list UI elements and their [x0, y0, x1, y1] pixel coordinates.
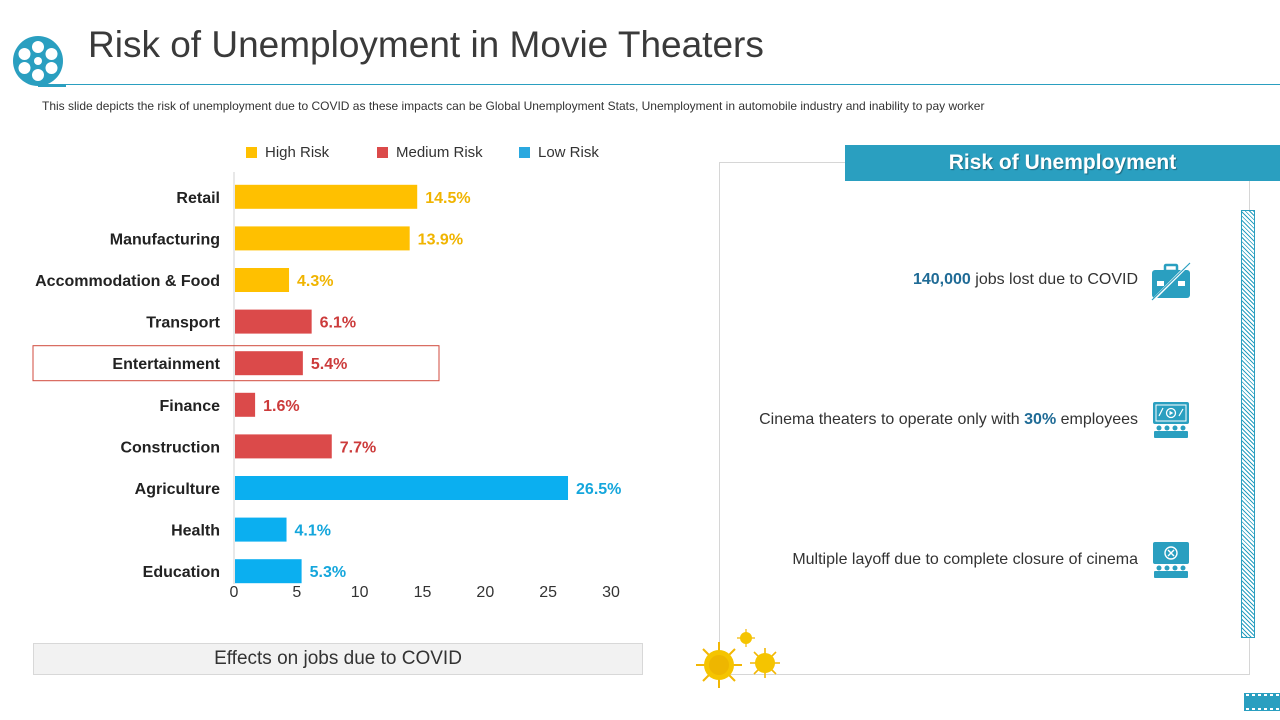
bar: [235, 476, 569, 500]
info-jobs-lost: 140,000 jobs lost due to COVID: [913, 271, 1138, 289]
title-divider: [64, 84, 1280, 85]
legend-item-low-risk: Low Risk: [519, 144, 599, 161]
legend-label: Low Risk: [538, 144, 599, 161]
x-tick-label: 10: [351, 584, 369, 601]
category-label: Agriculture: [135, 481, 220, 498]
data-label: 4.3%: [297, 273, 333, 290]
category-label: Education: [143, 564, 220, 581]
legend-label: High Risk: [265, 144, 330, 161]
info-highlight: 30%: [1024, 411, 1057, 428]
chart-xlabel: Effects on jobs due to COVID: [33, 643, 643, 675]
info-layoff: Multiple layoff due to complete closure …: [792, 551, 1138, 569]
bar-chart: Retail 14.5% Manufacturing 13.9% Accommodati…: [32, 172, 621, 601]
legend-item-medium-risk: Medium Risk: [377, 144, 483, 161]
decorative-hatch-bar: [1241, 210, 1255, 638]
bar: [235, 434, 332, 459]
legend-label: Medium Risk: [396, 144, 483, 161]
page-title: Risk of Unemployment in Movie Theaters: [88, 24, 764, 65]
category-label: Entertainment: [112, 356, 220, 373]
bar: [235, 184, 418, 209]
bar: [235, 392, 256, 417]
data-label: 14.5%: [425, 190, 470, 207]
category-label: Transport: [146, 315, 220, 332]
data-label: 1.6%: [263, 398, 299, 415]
category-label: Manufacturing: [110, 231, 220, 248]
category-label: Retail: [176, 190, 220, 207]
virus-icon: [696, 642, 742, 688]
page-subtitle: This slide depicts the risk of unemploym…: [42, 99, 985, 113]
x-tick-label: 25: [539, 584, 557, 601]
legend-item-high-risk: High Risk: [246, 144, 329, 161]
category-label: Finance: [160, 398, 221, 415]
data-label: 6.1%: [320, 315, 356, 332]
data-label: 13.9%: [418, 231, 463, 248]
bar: [235, 351, 303, 376]
data-label: 5.3%: [310, 564, 346, 581]
category-label: Construction: [120, 439, 220, 456]
legend-swatch: [377, 147, 388, 158]
x-tick-label: 30: [602, 584, 620, 601]
info-text: Multiple layoff due to complete closure …: [792, 551, 1138, 568]
info-text: Cinema theaters to operate only with: [759, 411, 1025, 428]
info-highlight: 140,000: [912, 271, 971, 288]
highlight-box: [32, 345, 440, 382]
info-cinema-staff: Cinema theaters to operate only with 30%…: [759, 411, 1138, 429]
data-label: 7.7%: [340, 439, 376, 456]
x-tick-label: 15: [414, 584, 432, 601]
data-label: 26.5%: [576, 481, 621, 498]
cinema-screen-icon: [1153, 402, 1189, 438]
bar: [235, 517, 287, 542]
cinema-closed-icon: [1153, 542, 1189, 578]
category-label: Accommodation & Food: [35, 273, 220, 290]
panel-header: Risk of Unemployment: [845, 145, 1280, 181]
legend-swatch: [519, 147, 530, 158]
info-text: jobs lost due to COVID: [970, 271, 1138, 288]
virus-icon: [737, 629, 755, 647]
bar: [235, 559, 302, 584]
data-label: 4.1%: [295, 523, 331, 540]
legend-swatch: [246, 147, 257, 158]
category-label: Health: [171, 523, 220, 540]
slide-number-badge: [1244, 693, 1280, 711]
x-tick-label: 5: [292, 584, 301, 601]
info-text: employees: [1056, 411, 1138, 428]
bar: [235, 268, 290, 292]
bar: [235, 226, 410, 251]
x-tick-label: 0: [230, 584, 239, 601]
x-tick-label: 20: [476, 584, 494, 601]
briefcase-icon: [1151, 262, 1191, 301]
film-reel-icon: [13, 36, 66, 87]
data-label: 5.4%: [311, 356, 347, 373]
bar: [235, 309, 312, 334]
virus-icon: [750, 648, 780, 678]
